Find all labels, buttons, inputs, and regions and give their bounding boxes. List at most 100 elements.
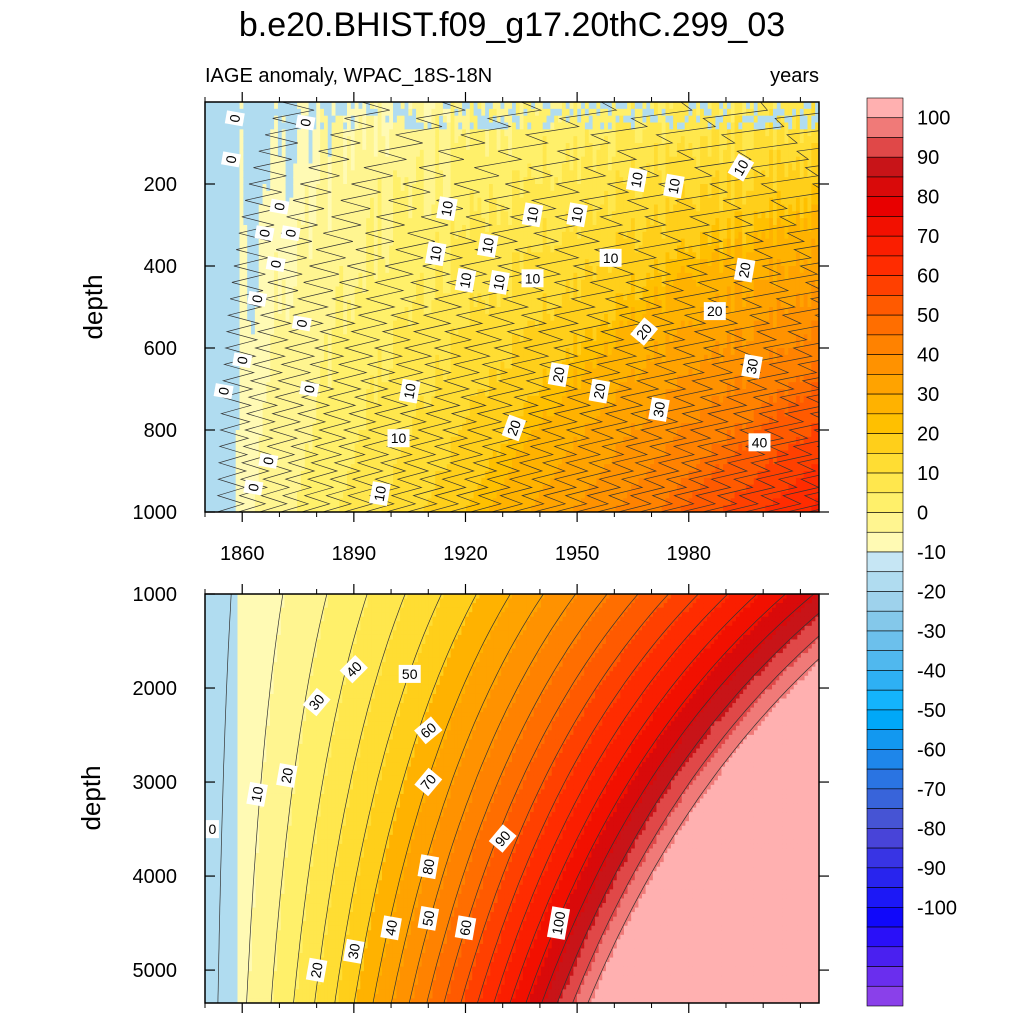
- top-field-cell: [366, 498, 371, 506]
- top-field-cell: [350, 231, 356, 240]
- top-field-cell: [458, 108, 463, 117]
- top-field-cell: [212, 382, 218, 390]
- top-field-cell: [239, 245, 244, 253]
- top-field-cell: [404, 409, 409, 417]
- top-field-cell: [254, 307, 260, 315]
- top-field-cell: [400, 477, 406, 486]
- top-field-cell: [485, 471, 490, 479]
- top-field-cell: [419, 149, 425, 158]
- top-field-cell: [235, 464, 241, 472]
- top-field-cell: [346, 450, 352, 458]
- top-field-cell: [358, 375, 363, 383]
- top-field-cell: [446, 143, 452, 151]
- top-field-cell: [477, 498, 482, 506]
- top-field-cell: [446, 245, 452, 253]
- top-field-cell: [258, 498, 264, 506]
- top-field-cell: [366, 430, 371, 438]
- top-field-cell: [485, 368, 490, 376]
- top-field-cell: [458, 170, 463, 178]
- top-field-cell: [266, 484, 271, 493]
- top-field-cell: [208, 327, 214, 335]
- top-field-cell: [235, 409, 241, 417]
- top-field-cell: [339, 477, 344, 486]
- top-field-cell: [212, 313, 218, 322]
- top-field-cell: [431, 348, 436, 356]
- top-field-cell: [346, 108, 352, 117]
- top-field-cell: [216, 115, 221, 124]
- top-field-cell: [331, 108, 337, 117]
- top-field-cell: [293, 238, 298, 247]
- top-field-cell: [508, 204, 513, 212]
- top-field-cell: [458, 375, 463, 383]
- top-field-cell: [381, 259, 386, 267]
- top-field-cell: [327, 211, 333, 219]
- top-field-cell: [412, 177, 417, 185]
- top-field-cell: [400, 423, 406, 431]
- top-field-cell: [381, 477, 386, 486]
- top-field-cell: [212, 464, 218, 472]
- top-field-cell: [335, 409, 340, 417]
- top-field-cell: [512, 334, 517, 342]
- top-field-cell: [205, 252, 210, 260]
- top-field-cell: [469, 143, 475, 151]
- top-field-cell: [423, 300, 429, 308]
- top-field-cell: [377, 477, 383, 486]
- top-field-cell: [289, 436, 294, 445]
- top-field-cell: [381, 286, 386, 294]
- top-field-cell: [235, 102, 241, 110]
- top-field-cell: [508, 484, 513, 493]
- top-field-cell: [412, 170, 417, 178]
- top-field-cell: [385, 177, 390, 185]
- top-field-cell: [216, 177, 221, 185]
- top-field-cell: [385, 143, 390, 151]
- top-field-cell: [350, 218, 356, 226]
- top-field-cell: [370, 327, 375, 335]
- top-field-cell: [442, 122, 448, 130]
- top-field-cell: [389, 361, 394, 370]
- top-field-cell: [320, 464, 325, 472]
- top-field-cell: [496, 341, 502, 349]
- top-field-cell: [519, 348, 525, 356]
- top-field-cell: [323, 464, 329, 472]
- top-field-cell: [362, 259, 367, 267]
- top-field-cell: [458, 238, 463, 247]
- top-field-cell: [258, 177, 264, 185]
- top-field-cell: [350, 136, 356, 144]
- top-field-cell: [504, 143, 509, 151]
- top-field-cell: [216, 272, 221, 281]
- top-field-cell: [354, 266, 360, 274]
- top-field-cell: [481, 348, 486, 356]
- top-field-cell: [477, 430, 482, 438]
- top-field-cell: [277, 409, 283, 417]
- top-field-cell: [427, 279, 433, 288]
- top-field-cell: [274, 416, 279, 424]
- top-field-cell: [289, 430, 294, 438]
- top-field-cell: [300, 238, 306, 247]
- top-field-cell: [320, 348, 325, 356]
- top-field-cell: [258, 368, 264, 376]
- top-field-cell: [492, 129, 498, 137]
- top-field-cell: [439, 368, 444, 376]
- top-field-cell: [224, 279, 229, 288]
- top-field-cell: [492, 300, 498, 308]
- top-field-cell: [496, 252, 502, 260]
- top-field-cell: [492, 436, 498, 445]
- top-field-cell: [312, 423, 317, 431]
- top-field-cell: [419, 443, 425, 452]
- top-field-cell: [212, 225, 218, 233]
- top-field-cell: [473, 361, 479, 370]
- top-field-cell: [327, 184, 333, 192]
- top-field-cell: [297, 108, 302, 117]
- top-field-cell: [220, 143, 225, 151]
- top-field-cell: [373, 327, 379, 335]
- top-field-cell: [254, 197, 260, 206]
- top-field-cell: [350, 477, 356, 486]
- top-field-cell: [442, 238, 448, 247]
- top-field-cell: [408, 177, 413, 185]
- top-field-cell: [285, 293, 291, 301]
- top-field-cell: [243, 204, 248, 212]
- top-field-cell: [377, 389, 383, 397]
- top-field-cell: [358, 430, 363, 438]
- top-field-cell: [370, 409, 375, 417]
- top-field-cell: [416, 279, 421, 288]
